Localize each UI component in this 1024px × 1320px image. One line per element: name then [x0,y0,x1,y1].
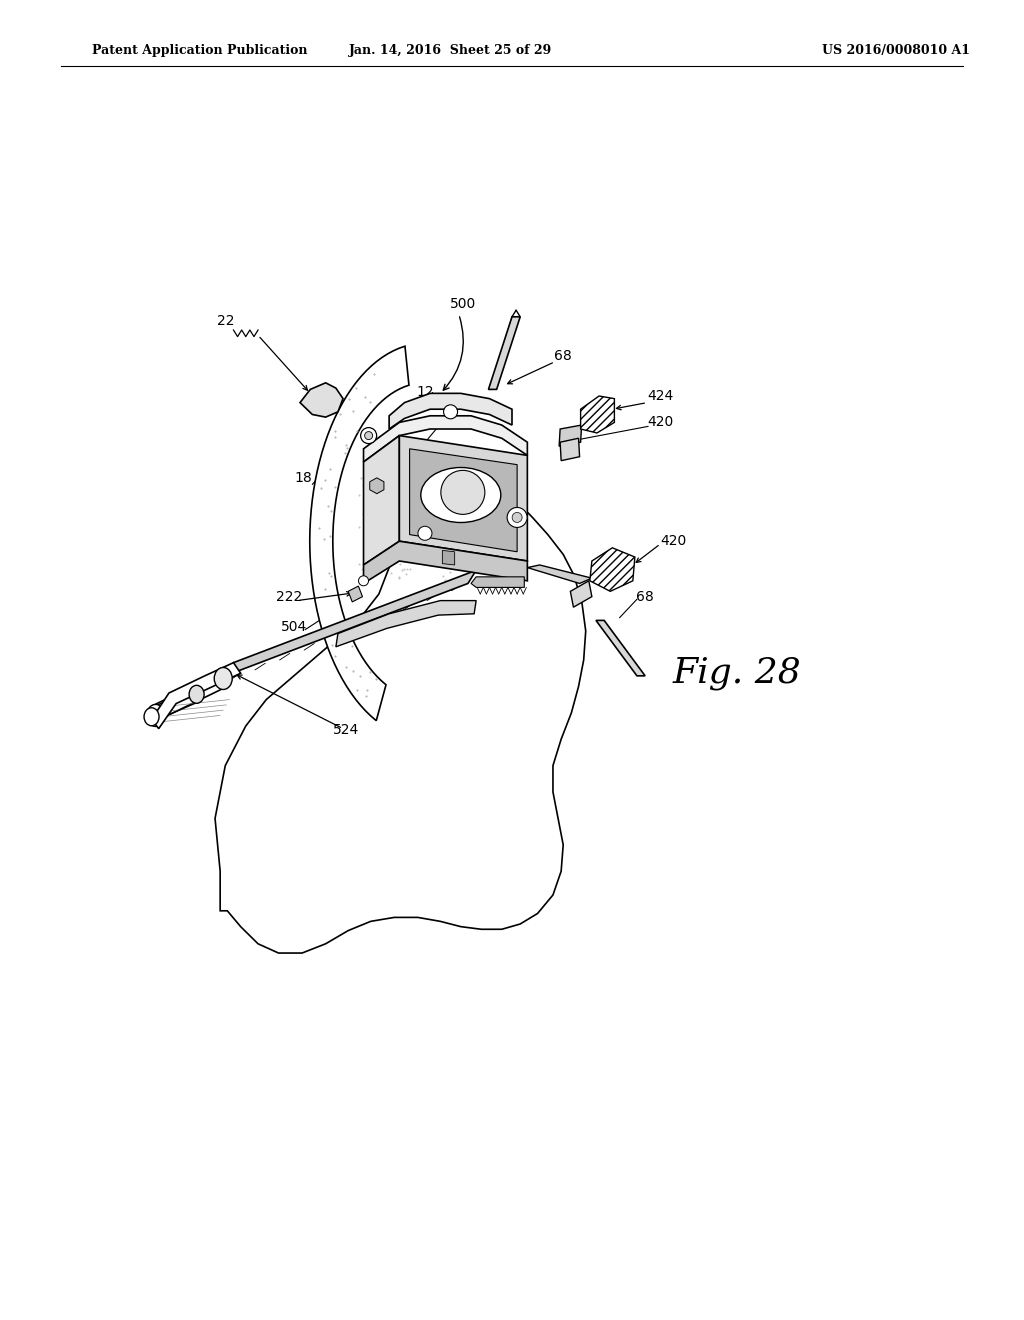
Polygon shape [300,383,343,417]
Polygon shape [596,620,645,676]
Ellipse shape [144,708,159,726]
Polygon shape [225,570,476,676]
Polygon shape [488,317,520,389]
Polygon shape [442,550,455,565]
Polygon shape [364,416,527,462]
Ellipse shape [146,705,165,726]
Polygon shape [590,548,635,591]
Circle shape [358,576,369,586]
Text: 68: 68 [636,590,654,603]
Polygon shape [399,436,527,561]
Text: 504: 504 [281,620,307,634]
Circle shape [418,527,432,540]
Text: 30: 30 [401,438,420,451]
Polygon shape [336,601,476,647]
Polygon shape [559,425,582,446]
Polygon shape [527,565,592,583]
Text: Fig. 28: Fig. 28 [673,656,802,690]
Circle shape [365,432,373,440]
Text: 420: 420 [660,535,687,548]
Polygon shape [471,577,524,587]
Polygon shape [152,663,241,729]
Text: 524: 524 [333,723,359,737]
Text: Jan. 14, 2016  Sheet 25 of 29: Jan. 14, 2016 Sheet 25 of 29 [349,44,552,57]
Circle shape [507,507,527,528]
Polygon shape [570,581,592,607]
Polygon shape [364,436,399,565]
Text: 18: 18 [294,471,312,484]
Text: 420: 420 [647,416,674,429]
Text: 500: 500 [450,297,476,310]
Circle shape [441,470,484,515]
Text: 12: 12 [416,385,434,399]
Circle shape [512,512,522,523]
Text: 68: 68 [554,350,572,363]
Ellipse shape [189,685,204,704]
Polygon shape [348,586,362,602]
Text: Patent Application Publication: Patent Application Publication [92,44,307,57]
Ellipse shape [421,467,501,523]
Polygon shape [410,449,517,552]
Ellipse shape [214,668,232,689]
Text: 22: 22 [216,314,234,327]
Text: 424: 424 [647,389,674,403]
Polygon shape [370,478,384,494]
Polygon shape [560,438,580,461]
Circle shape [443,405,458,418]
Polygon shape [581,396,614,433]
Circle shape [360,428,377,444]
Text: 222: 222 [275,590,302,603]
Text: US 2016/0008010 A1: US 2016/0008010 A1 [822,44,970,57]
Polygon shape [215,469,586,953]
Polygon shape [310,346,409,721]
Polygon shape [364,541,527,583]
Polygon shape [389,393,512,429]
